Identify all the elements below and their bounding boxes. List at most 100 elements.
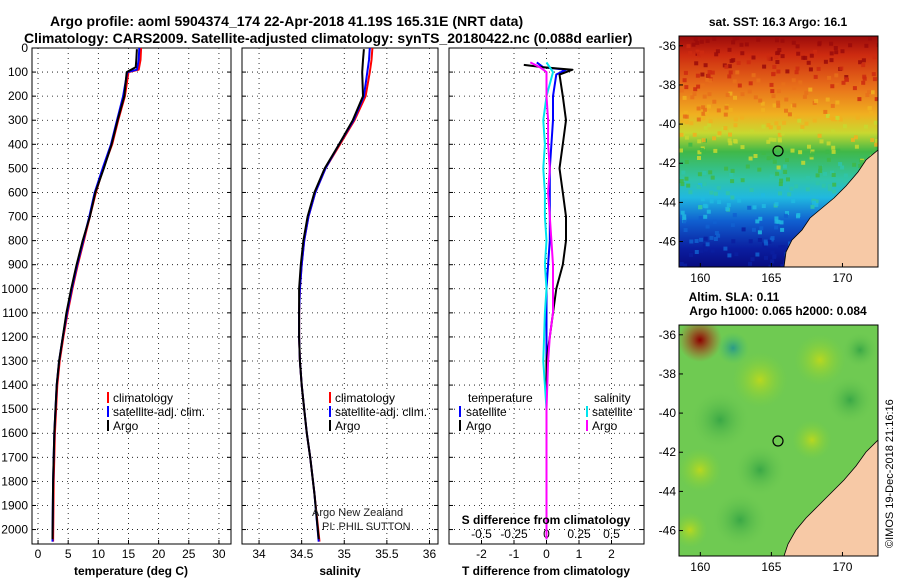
- sst-pixel: [832, 189, 837, 194]
- sst-pixel: [798, 80, 803, 85]
- sst-pixel: [825, 97, 830, 102]
- sst-pixel: [689, 121, 694, 126]
- sst-pixel: [858, 60, 863, 65]
- sst-pixel: [724, 166, 729, 171]
- depth-tick-label: 400: [8, 137, 28, 151]
- x-tick-label: 2: [608, 547, 615, 561]
- sst-pixel: [727, 253, 732, 258]
- depth-tick-label: 1100: [2, 306, 28, 320]
- sst-pixel: [731, 58, 736, 63]
- sst-pixel: [762, 64, 767, 69]
- s-diff-tick-label: 0.5: [603, 527, 620, 541]
- sst-pixel: [699, 39, 704, 44]
- sst-pixel: [740, 51, 745, 56]
- sst-pixel: [713, 237, 718, 241]
- sst-pixel: [689, 252, 693, 257]
- sst-pixel: [808, 87, 813, 92]
- sst-pixel: [761, 204, 766, 208]
- sst-pixel: [697, 53, 701, 58]
- sst-pixel: [768, 125, 773, 130]
- sst-pixel: [815, 181, 820, 186]
- sst-pixel: [830, 103, 835, 108]
- sst-pixel: [829, 115, 834, 120]
- sst-pixel: [827, 183, 832, 188]
- sst-pixel: [734, 252, 739, 257]
- sst-pixel: [712, 136, 717, 141]
- s-difference-label: S difference from climatology: [462, 513, 631, 527]
- sst-pixel: [843, 173, 848, 178]
- sst-pixel: [693, 37, 698, 42]
- sst-pixel: [732, 213, 737, 218]
- sst-pixel: [791, 199, 796, 204]
- depth-tick-label: 700: [8, 210, 28, 224]
- sst-pixel: [864, 43, 869, 48]
- sst-pixel: [740, 115, 745, 120]
- temperature-xlabel: temperature (deg C): [74, 564, 188, 578]
- sla-blob: [712, 492, 768, 548]
- sst-pixel: [845, 77, 849, 82]
- sst-pixel: [696, 184, 701, 189]
- lon-tick-label: 170: [832, 560, 852, 574]
- depth-tick-label: 1200: [1, 330, 28, 344]
- sst-pixel: [838, 117, 843, 122]
- sst-pixel: [813, 74, 818, 79]
- sst-pixel: [695, 49, 700, 54]
- sst-pixel: [682, 95, 687, 100]
- sst-pixel: [764, 241, 769, 246]
- sst-pixel: [732, 79, 737, 84]
- salinity-xlabel: salinity: [319, 564, 361, 578]
- sst-pixel: [702, 171, 707, 175]
- x-tick-label: 0: [543, 547, 550, 561]
- sst-pixel: [679, 262, 684, 266]
- sst-pixel: [783, 213, 788, 218]
- sst-pixel: [821, 183, 826, 188]
- sst-pixel: [750, 129, 754, 134]
- sst-pixel: [723, 126, 728, 131]
- sst-pixel: [777, 138, 782, 143]
- annotation-pi: PI: PHIL SUTTON: [322, 521, 411, 533]
- sst-pixel: [709, 199, 714, 204]
- sst-pixel: [749, 188, 754, 192]
- s-difference-axis-ticks: -0.5 -0.25 0 0.25 0.5: [471, 527, 620, 541]
- sst-pixel: [735, 70, 740, 75]
- sst-pixel: [835, 115, 840, 120]
- sst-pixel: [831, 173, 836, 177]
- legend-mark-t-satellite: [459, 406, 461, 417]
- sst-pixel: [804, 121, 809, 126]
- sst-pixel: [679, 132, 684, 137]
- sst-pixel: [840, 165, 845, 170]
- sst-pixel: [746, 60, 751, 65]
- legend-label-s-argo: Argo: [592, 419, 618, 433]
- sst-pixel: [702, 181, 707, 186]
- sst-pixel: [800, 124, 805, 129]
- sst-map-frame: [678, 35, 879, 268]
- x-tick-label: 35.5: [375, 547, 399, 561]
- sst-pixel: [818, 165, 823, 170]
- sst-pixel: [716, 108, 721, 113]
- sst-pixel: [701, 116, 706, 121]
- series-line-argo: [51, 49, 138, 540]
- sst-pixel: [728, 70, 733, 75]
- sst-pixel: [700, 50, 704, 55]
- sst-pixel: [834, 83, 839, 88]
- sst-pixel: [761, 108, 766, 113]
- sst-pixel: [826, 114, 830, 118]
- sst-pixel: [808, 67, 813, 72]
- sst-pixel: [812, 200, 816, 205]
- legend-mark-climatology: [329, 392, 331, 403]
- sst-pixel: [859, 160, 864, 164]
- sst-pixel: [761, 124, 766, 129]
- depth-tick-label: 2000: [1, 523, 28, 537]
- sst-pixel: [762, 245, 767, 250]
- temperature-panel: [31, 47, 232, 545]
- sst-pixel: [710, 175, 715, 180]
- lat-tick-label: -38: [659, 78, 677, 92]
- sst-pixel: [794, 184, 799, 189]
- sst-pixel: [807, 144, 811, 149]
- sla-blob: [792, 420, 832, 460]
- sst-pixel: [727, 64, 732, 69]
- sst-pixel: [861, 80, 866, 85]
- difference-grid: [449, 47, 644, 544]
- sst-pixel: [795, 44, 800, 49]
- sst-pixel: [835, 100, 840, 105]
